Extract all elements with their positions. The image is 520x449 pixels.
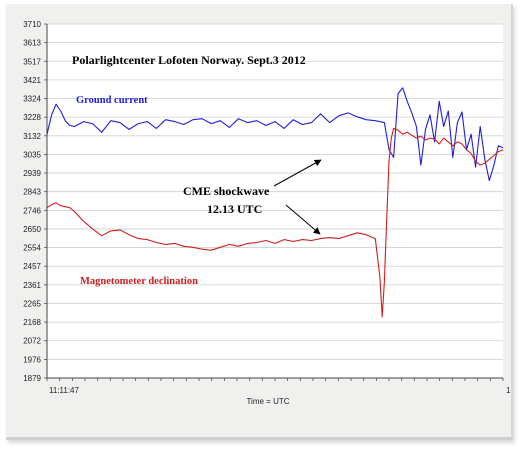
x-tick-label: 11:11:47 xyxy=(49,386,80,395)
x-tick-label: 1 xyxy=(506,386,511,395)
series-label-magnetometer-declination: Magnetometer declination xyxy=(80,276,198,287)
y-tick-label: 3035 xyxy=(23,150,41,159)
y-axis: 3710 3613 3517 3421 3324 3228 3132 3035 2939 2843… xyxy=(23,20,47,383)
x-axis: 11:11:47 1 xyxy=(46,24,511,395)
plot-area xyxy=(47,24,503,378)
y-tick-label: 3517 xyxy=(23,57,41,66)
y-tick-label: 2554 xyxy=(23,244,41,253)
annotations: Ground current Magnetometer declination CM… xyxy=(76,95,322,287)
y-tick-label: 2939 xyxy=(23,169,41,178)
y-tick-label: 2843 xyxy=(23,188,41,197)
chart-title: Polarlightcenter Lofoten Norway. Sept.3 … xyxy=(72,53,306,67)
series-line-magnetometer-declination xyxy=(46,127,504,318)
y-tick-label: 3710 xyxy=(23,20,41,29)
annotation-arrow xyxy=(285,204,321,235)
series-lines xyxy=(46,87,504,318)
y-tick-label: 1976 xyxy=(23,355,41,364)
series-line-ground-current xyxy=(46,87,504,182)
y-tick-label: 2361 xyxy=(23,281,41,290)
annotation-time: 12.13 UTC xyxy=(207,202,262,216)
series-label-ground-current: Ground current xyxy=(76,95,148,106)
y-tick-label: 3421 xyxy=(23,76,41,85)
y-tick-label: 1879 xyxy=(23,374,41,383)
grid xyxy=(47,23,503,379)
annotation-arrow xyxy=(273,159,322,187)
y-tick-label: 3228 xyxy=(23,113,41,122)
y-tick-label: 3132 xyxy=(23,132,41,141)
y-tick-label: 2265 xyxy=(23,299,41,308)
y-tick-label: 2650 xyxy=(23,225,41,234)
y-tick-label: 2072 xyxy=(23,337,41,346)
y-tick-label: 3613 xyxy=(23,39,41,48)
annotation-cme: CME shockwave xyxy=(183,184,270,198)
x-axis-label: Time = UTC xyxy=(246,397,289,406)
y-tick-label: 3324 xyxy=(23,95,41,104)
y-tick-label: 2746 xyxy=(23,206,41,215)
y-tick-label: 2168 xyxy=(23,318,41,327)
y-tick-label: 2457 xyxy=(23,262,41,271)
